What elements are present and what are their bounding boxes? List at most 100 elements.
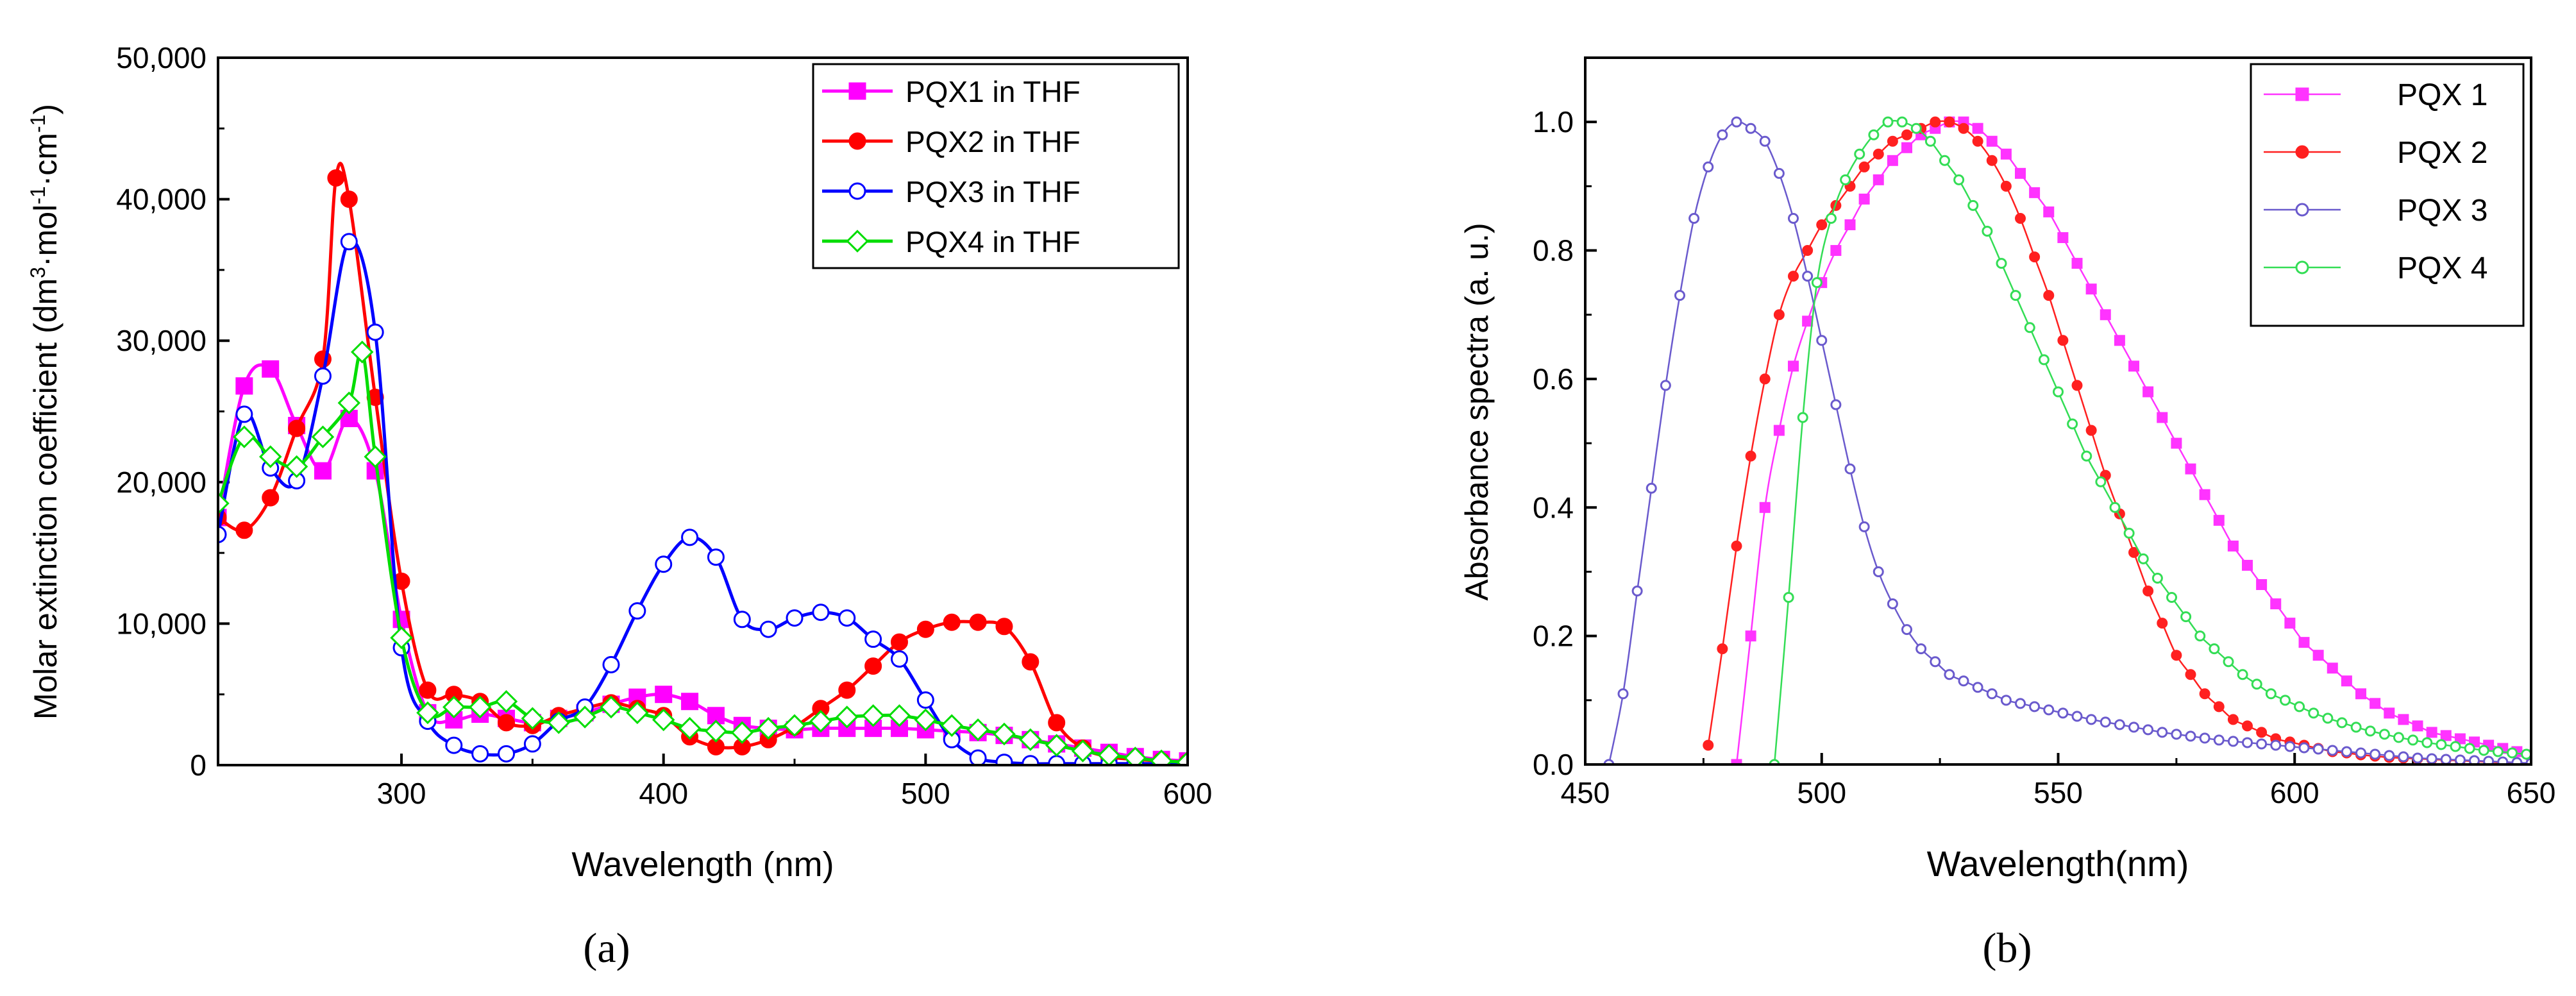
panel-a-y-tick-label: 10,000 — [116, 607, 206, 640]
panel-b-x-tick-label: 600 — [2270, 776, 2319, 809]
panel-b-point-pqx-3 — [2015, 698, 2026, 709]
panel-a-point-pqx3-in-thf — [1048, 755, 1066, 765]
panel-b-point-pqx-4 — [1953, 174, 1965, 185]
panel-b-point-pqx-3 — [2440, 754, 2452, 764]
panel-a-point-pqx3-in-thf — [916, 691, 934, 709]
panel-b: 450 500 550 600 650 0.0 0.2 0.4 0.6 0.8 1.0 Wavele… — [1459, 56, 2556, 972]
panel-a-point-pqx3-in-thf — [235, 405, 253, 423]
panel-a-point-pqx2-in-thf — [498, 714, 516, 732]
panel-a-point-pqx4-in-thf — [364, 445, 387, 468]
panel-a-point-pqx2-in-thf — [1048, 714, 1066, 732]
panel-a-point-pqx4-in-thf — [809, 709, 832, 733]
panel-a-point-pqx2-in-thf — [288, 419, 306, 437]
panel-a-point-pqx3-in-thf — [812, 604, 830, 621]
panel-b-point-pqx-3 — [1688, 212, 1700, 224]
panel-a-point-pqx3-in-thf — [995, 754, 1013, 765]
panel-a-y-label-sup3: -1 — [26, 115, 49, 133]
panel-b-point-pqx-1 — [1745, 630, 1756, 642]
panel-b-point-pqx-4 — [1896, 116, 1908, 128]
panel-b-point-pqx-4 — [1924, 135, 1936, 147]
panel-b-point-pqx-4 — [1910, 122, 1922, 134]
panel-b-point-pqx-1 — [1773, 425, 1785, 436]
panel-b-point-pqx-4 — [2251, 679, 2262, 690]
panel-a-point-pqx1-in-thf — [314, 462, 332, 480]
panel-b-point-pqx-2 — [1986, 155, 1998, 166]
panel-b-point-pqx-3 — [2185, 730, 2196, 742]
panel-b-point-pqx-4 — [2265, 688, 2277, 700]
panel-a-point-pqx4-in-thf — [1045, 734, 1068, 757]
panel-b-point-pqx-4 — [2436, 739, 2447, 750]
panel-b-legend-label-pqx-2: PQX 2 — [2397, 136, 2488, 170]
panel-a-point-pqx2-in-thf — [327, 169, 345, 187]
panel-b-y-tick-label: 0.2 — [1533, 620, 1574, 653]
panel-b-point-pqx-3 — [2497, 756, 2509, 764]
panel-b-point-pqx-3 — [1660, 380, 1671, 391]
panel-a-point-pqx4-in-thf — [757, 716, 780, 740]
panel-b-point-pqx-2 — [2029, 251, 2041, 263]
panel-a-x-tick-label: 500 — [901, 777, 950, 810]
panel-b-point-pqx-4 — [2450, 741, 2461, 752]
panel-b-point-pqx-1 — [2128, 360, 2139, 372]
panel-b-point-pqx-4 — [1783, 592, 1794, 604]
panel-b-point-pqx-4 — [1811, 277, 1823, 289]
panel-b-point-pqx-2 — [1703, 739, 1714, 751]
panel-a-point-pqx4-in-thf — [573, 705, 596, 729]
panel-b-point-pqx-4 — [1826, 212, 1837, 224]
panel-a-point-pqx2-in-thf — [890, 633, 908, 651]
panel-a-legend-label-pqx2-in-thf: PQX2 in THF — [905, 125, 1081, 158]
panel-b-y-tick-label: 1.0 — [1533, 105, 1574, 139]
panel-a-point-pqx2-in-thf — [943, 613, 961, 631]
panel-b-point-pqx-2 — [2043, 290, 2055, 301]
panel-a-point-pqx3-in-thf — [498, 745, 516, 763]
panel-b-point-pqx-3 — [1986, 688, 1998, 700]
panel-b-point-pqx-4 — [2081, 450, 2092, 462]
panel-b-point-pqx-3 — [2256, 738, 2268, 750]
panel-a-point-pqx3-in-thf — [1022, 755, 1040, 765]
panel-a-y-label-end: ) — [28, 104, 63, 115]
panel-b-series — [1603, 116, 2531, 764]
panel-b-point-pqx-4 — [2492, 746, 2504, 757]
panel-b-legend-marker-pqx-1 — [2295, 87, 2309, 101]
panel-a-legend-label-pqx1-in-thf: PQX1 in THF — [905, 75, 1081, 108]
panel-a-point-pqx3-in-thf — [523, 735, 541, 753]
panel-b-point-pqx-1 — [2256, 578, 2268, 590]
panel-a-point-pqx2-in-thf — [864, 657, 882, 675]
panel-b-point-pqx-4 — [2095, 476, 2107, 487]
panel-a-x-tick-label: 600 — [1163, 777, 1213, 810]
panel-b-point-pqx-2 — [2071, 380, 2083, 391]
panel-b-point-pqx-4 — [2024, 322, 2035, 333]
panel-b-point-pqx-4 — [2223, 656, 2234, 668]
panel-b-y-tick-label: 0.4 — [1533, 491, 1574, 524]
panel-b-point-pqx-2 — [1944, 116, 1955, 128]
panel-a-point-pqx2-in-thf — [340, 190, 358, 208]
panel-b-point-pqx-1 — [1731, 759, 1742, 764]
panel-b-point-pqx-1 — [2029, 187, 2041, 198]
panel-b-point-pqx-1 — [1873, 174, 1884, 185]
panel-b-point-pqx-3 — [2384, 750, 2395, 761]
panel-b-point-pqx-3 — [2085, 714, 2097, 725]
panel-b-point-pqx-3 — [2128, 722, 2139, 733]
panel-a-point-pqx4-in-thf — [704, 720, 728, 743]
panel-b-point-pqx-3 — [2298, 742, 2310, 754]
panel-b-point-pqx-4 — [2010, 290, 2021, 301]
panel-b-point-pqx-1 — [2100, 309, 2111, 321]
panel-b-point-pqx-2 — [1717, 643, 1728, 655]
panel-b-series-pqx-4 — [1769, 116, 2531, 764]
panel-a-point-pqx3-in-thf — [786, 609, 804, 627]
panel-a-point-pqx3-in-thf — [602, 655, 620, 673]
panel-b-point-pqx-2 — [1930, 116, 1941, 128]
panel-b-point-pqx-3 — [2511, 757, 2523, 764]
panel-b-point-pqx-1 — [2185, 463, 2196, 475]
panel-a-y-label-sup1: 3 — [26, 267, 49, 278]
panel-a-y-tick-label: 40,000 — [116, 183, 206, 216]
panel-b-point-pqx-1 — [1972, 122, 1983, 134]
panel-b-legend-label-pqx-4: PQX 4 — [2397, 251, 2488, 285]
panel-a-point-pqx2-in-thf — [235, 521, 253, 539]
panel-b-point-pqx-2 — [1731, 540, 1742, 552]
panel-b-point-pqx-3 — [1901, 624, 1912, 636]
panel-b-point-pqx-1 — [1887, 155, 1898, 166]
panel-a-point-pqx4-in-thf — [218, 492, 230, 515]
panel-b-x-tick-label: 650 — [2507, 776, 2556, 809]
panel-a-point-pqx1-in-thf — [262, 360, 280, 378]
